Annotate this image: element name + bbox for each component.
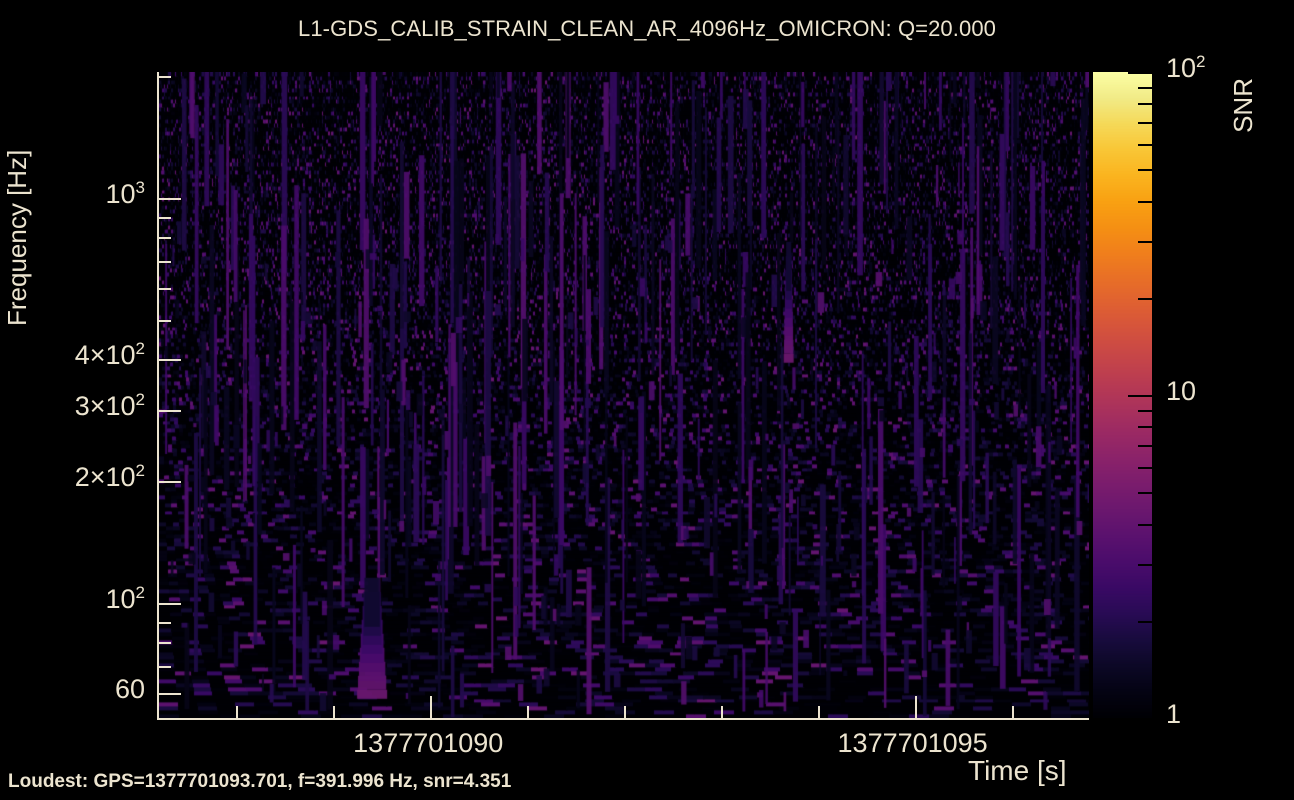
y-axis-tick bbox=[159, 76, 171, 79]
page-title: L1-GDS_CALIB_STRAIN_CLEAN_AR_4096Hz_OMIC… bbox=[298, 16, 996, 41]
y-tick-label: 102 bbox=[105, 583, 145, 614]
y-axis-tick bbox=[159, 603, 181, 605]
colorbar-tick bbox=[1138, 466, 1152, 469]
y-axis-tick bbox=[159, 319, 171, 322]
colorbar-tick bbox=[1128, 718, 1152, 720]
colorbar-tick bbox=[1138, 86, 1152, 89]
colorbar-tick bbox=[1138, 297, 1152, 300]
colorbar-tick bbox=[1138, 240, 1152, 243]
colorbar[interactable] bbox=[1093, 72, 1152, 720]
y-axis-tick bbox=[159, 216, 171, 219]
y-axis-tick bbox=[159, 260, 171, 263]
colorbar-tick bbox=[1138, 563, 1152, 566]
x-axis-tick bbox=[236, 706, 239, 718]
colorbar-tick bbox=[1138, 492, 1152, 495]
y-axis-tick bbox=[159, 692, 181, 695]
y-axis-tick bbox=[159, 642, 171, 645]
x-axis-tick bbox=[624, 706, 626, 718]
y-axis-tick bbox=[159, 665, 171, 668]
spectrogram-plot-area[interactable] bbox=[157, 72, 1089, 720]
y-axis-tick bbox=[159, 287, 171, 290]
y-tick-label: 103 bbox=[105, 178, 145, 210]
y-tick-label: 4×102 bbox=[74, 339, 145, 371]
y-axis-label: Frequency [Hz] bbox=[2, 149, 32, 327]
colorbar-tick bbox=[1128, 72, 1152, 74]
x-axis-tick bbox=[1011, 706, 1014, 718]
y-tick-label: 60 bbox=[114, 673, 145, 704]
colorbar-tick bbox=[1138, 409, 1152, 412]
x-axis-tick bbox=[817, 706, 820, 718]
x-axis-label: Time [s] bbox=[968, 755, 1067, 786]
x-axis-tick bbox=[720, 706, 723, 718]
y-axis-tick bbox=[159, 409, 181, 412]
y-tick-label: 3×102 bbox=[74, 389, 145, 421]
colorbar-tick-label: 10 bbox=[1166, 376, 1197, 406]
colorbar-tick bbox=[1138, 143, 1152, 146]
colorbar-tick bbox=[1138, 523, 1152, 526]
colorbar-tick-label: 102 bbox=[1166, 52, 1206, 83]
colorbar-tick bbox=[1138, 200, 1152, 203]
y-tick-label: 2×102 bbox=[74, 461, 145, 493]
colorbar-tick bbox=[1138, 426, 1152, 429]
colorbar-tick bbox=[1138, 103, 1152, 106]
colorbar-tick bbox=[1138, 169, 1152, 172]
colorbar-tick-label: 1 bbox=[1166, 699, 1182, 729]
y-axis-tick bbox=[159, 237, 171, 240]
y-axis-tick bbox=[159, 621, 171, 624]
colorbar-tick bbox=[1138, 445, 1152, 448]
y-axis-tick bbox=[159, 359, 181, 362]
colorbar-tick bbox=[1138, 620, 1152, 623]
x-tick-label: 1377701095 bbox=[837, 728, 988, 758]
loudest-event-status: Loudest: GPS=1377701093.701, f=391.996 H… bbox=[8, 771, 512, 792]
spectrogram-image bbox=[159, 72, 1089, 718]
x-axis-tick bbox=[430, 696, 433, 718]
colorbar-tick bbox=[1138, 122, 1152, 125]
y-axis-tick bbox=[159, 198, 181, 201]
x-tick-label: 1377701090 bbox=[353, 728, 504, 758]
x-axis-tick bbox=[914, 696, 917, 718]
x-axis-tick bbox=[527, 706, 530, 718]
colorbar-tick bbox=[1128, 395, 1152, 397]
x-axis-tick bbox=[333, 706, 336, 718]
y-axis-tick bbox=[159, 481, 181, 484]
colorbar-title: SNR bbox=[1228, 78, 1258, 133]
